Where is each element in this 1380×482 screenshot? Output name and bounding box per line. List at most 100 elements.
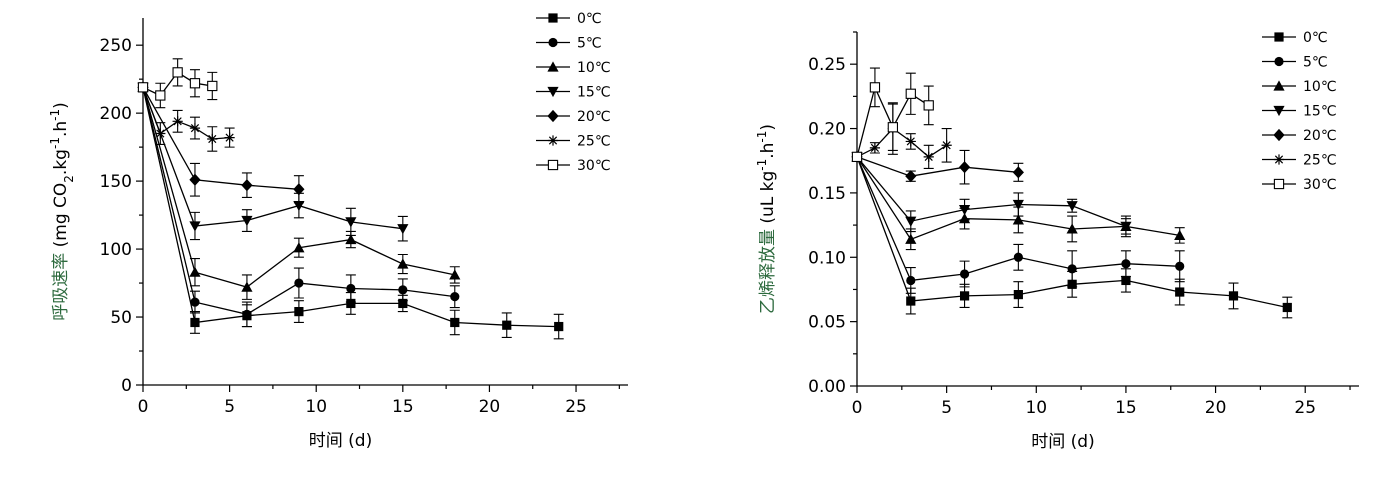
chart-0-data-point [224,132,235,143]
chart-0-data-point [155,90,166,101]
chart-0-legend-label: 15℃ [577,85,611,101]
chart-0-y-tick-label: 50 [110,308,132,328]
chart-0-legend-marker [547,159,559,171]
chart-0-legend-marker [547,135,559,146]
chart-1-x-tick-label: 20 [1205,398,1227,418]
chart-0-data-point [398,298,408,309]
chart-1-data-point [923,151,934,162]
chart-0-data-point [242,309,252,319]
chart-0-y-tick-label: 150 [100,172,132,192]
chart-1-data-point [923,100,934,111]
chart-1-y-tick-label: 0.25 [808,55,846,75]
chart-0-series-30 [137,58,218,109]
chart-0-legend-marker [547,109,559,123]
chart-1-legend-label: 0℃ [1303,30,1328,46]
chart-0-x-tick-label: 5 [224,397,235,417]
chart-1-data-point [905,88,916,99]
chart-1-data-point [1174,229,1186,240]
chart-0-data-point [398,285,408,295]
chart-0-x-axis-title: 时间 (d) [309,431,372,451]
chart-0-data-point [155,128,166,139]
chart-0-data-point [450,317,460,328]
chart-1-data-point [1066,201,1078,212]
chart-1-data-point [1013,252,1023,262]
chart-1-series-30 [851,67,934,163]
chart-0-data-point [450,292,460,302]
chart-1-x-tick-label: 15 [1115,398,1137,418]
chart-0-data-point [137,82,149,93]
chart-1-y-axis-title: 乙烯释放量 (uL kg-1.h-1) [755,124,778,314]
chart-1-legend-marker [1274,32,1284,42]
chart-1-data-point [906,296,916,306]
chart-1-data-point [1013,290,1023,300]
chart-0-data-point [189,266,201,277]
chart-0-series-line-15 [142,87,403,230]
chart-1-legend-marker [1273,128,1285,142]
chart-1-data-point [959,291,970,301]
chart-1-y-tick-label: 0.20 [808,120,846,140]
chart-1-data-point [906,275,916,286]
chart-1-data-point [1012,199,1024,211]
chart-1-data-point [958,161,971,174]
chart-0-series-20 [137,81,305,204]
chart-1-series-line-15 [856,156,1127,228]
chart-0-data-point [554,321,564,332]
chart-0-data-point [345,233,357,245]
chart-0-y-axis-title: 呼吸速率 (mg CO2.kg-1.h-1) [48,102,76,321]
chart-1-data-point [1012,214,1024,225]
chart-0-data-point [172,67,183,78]
chart-1-data-point [1067,264,1077,274]
chart-1-legend-marker [1274,56,1284,67]
chart-0-data-point [294,307,304,317]
chart-1-series-line-25 [856,127,947,158]
chart-0-data-point [207,80,218,92]
chart-1-y-tick-label: 0.00 [808,377,846,397]
chart-0-data-point [190,297,200,307]
chart-1-data-point [1228,291,1239,301]
chart-1-series-15 [851,152,1132,235]
chart-1-x-tick-label: 10 [1025,398,1047,418]
chart-0-data-point [345,217,357,228]
chart-0-legend-label: 10℃ [577,60,611,76]
chart-0-series-15 [137,82,409,242]
chart-1-y-tick-label: 0.10 [808,248,846,268]
chart-1-series-20 [851,149,1024,185]
chart-0-y-tick-label: 0 [121,376,132,396]
chart-1-x-tick-label: 5 [941,398,952,418]
chart-0-data-point [294,278,304,288]
chart-0-data-point [241,215,253,227]
ethylene-release-chart: 0 5 10 15 20 25 0.00 0.05 0.10 0.15 0.20 0.25 时间 (d)… [755,30,1359,452]
chart-1-data-point [1121,259,1131,269]
chart-0-x-tick-label: 0 [138,397,149,417]
chart-0-y-tick-label: 100 [100,240,132,260]
chart-1-legend-label: 15℃ [1303,104,1337,120]
chart-0-data-point [172,116,183,127]
chart-0-data-point [502,320,512,330]
chart-0-series-line-20 [142,86,299,190]
chart-1-data-point [869,142,881,153]
chart-0-data-point [241,179,253,192]
chart-1-data-point [851,151,863,163]
chart-0-data-point [397,258,409,269]
chart-1-legend-label: 30℃ [1303,177,1337,193]
chart-0-legend-marker [548,13,558,23]
chart-1-data-point [905,136,916,147]
chart-1-data-point [1175,287,1185,297]
chart-0-legend-marker [547,61,559,72]
chart-1-x-tick-label: 25 [1294,398,1316,418]
chart-1-data-point [905,233,917,244]
chart-0-series-25 [137,82,235,152]
chart-0-data-point [346,298,356,309]
chart-0-data-point [190,317,200,328]
chart-1-x-tick-label: 0 [852,398,863,418]
chart-0-data-point [241,281,253,292]
chart-1-legend-label: 10℃ [1303,79,1337,95]
chart-1-data-point [905,170,917,183]
chart-1-legend-label: 5℃ [1303,55,1328,71]
chart-0-data-point [189,173,201,186]
chart-1-data-point [1012,166,1024,179]
chart-0-legend: 0℃ 5℃ 10℃ 15℃ 20℃ 25℃ 30℃ [536,11,611,174]
chart-0-x-tick-label: 10 [305,397,327,417]
chart-1-y-tick-label: 0.15 [808,184,846,204]
chart-1-legend-marker [1273,105,1285,117]
